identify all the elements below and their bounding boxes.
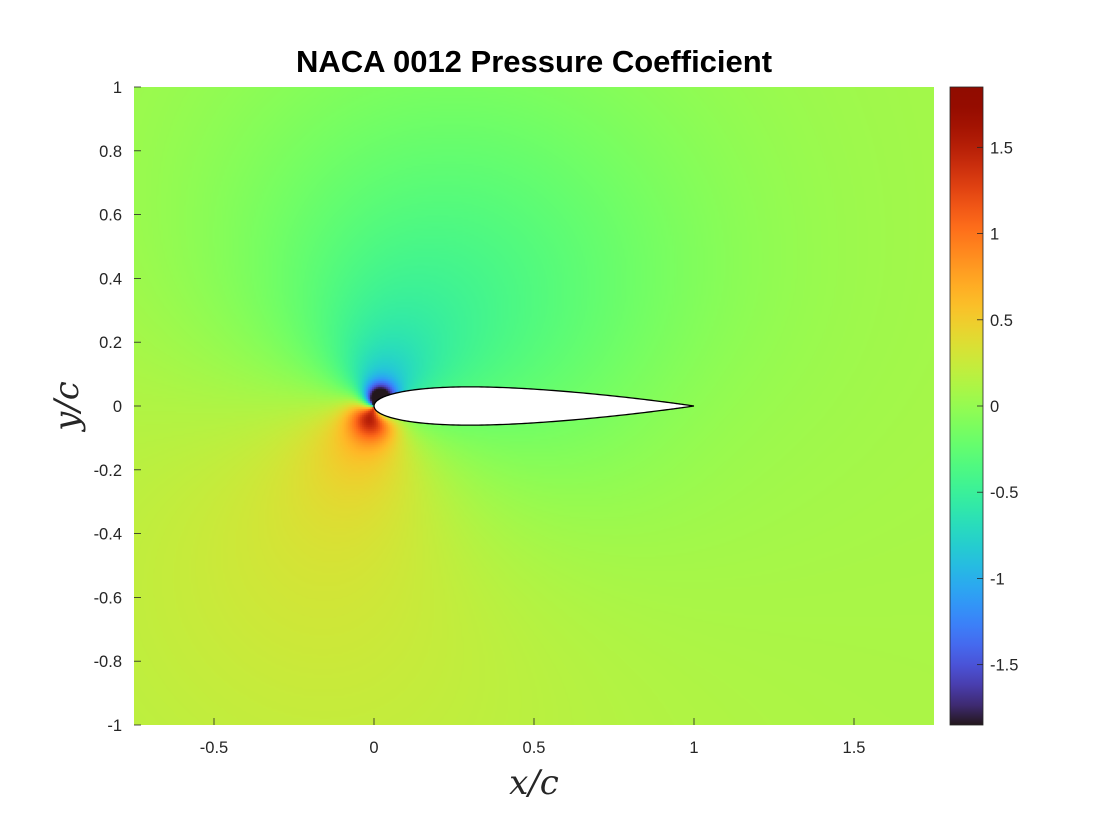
y-tick-label: -0.4 (94, 526, 122, 544)
y-tick-label: -0.2 (94, 462, 122, 480)
plot-area: -0.5 0 0.5 1 1.5 1 0.8 0.6 0.4 0.2 0 -0.2 -0.4 -0.6 -… (94, 79, 934, 757)
colorbar: 1.5 1 0.5 0 -0.5 -1 -1.5 (949, 86, 1018, 726)
colorbar-tick-label: -0.5 (990, 484, 1018, 502)
x-tick-label: 0 (369, 739, 378, 757)
y-tick-label: 0.6 (99, 207, 122, 225)
x-axis-ticks: -0.5 0 0.5 1 1.5 (200, 718, 866, 757)
y-tick-label: 1 (113, 79, 122, 97)
y-tick-label: 0.8 (99, 143, 122, 161)
y-tick-label: -0.8 (94, 653, 122, 671)
y-tick-label: 0.4 (99, 270, 122, 288)
x-axis-label: x/c (509, 763, 559, 803)
y-tick-label: -1 (107, 717, 122, 735)
x-tick-label: 0.5 (523, 739, 546, 757)
y-tick-label: -0.6 (94, 589, 122, 607)
colorbar-tick-label: 0 (990, 398, 999, 416)
colorbar-tick-label: 0.5 (990, 312, 1013, 330)
colorbar-tick-label: 1.5 (990, 139, 1013, 157)
colorbar-ticks: 1.5 1 0.5 0 -0.5 -1 -1.5 (977, 139, 1018, 675)
y-tick-label: 0.2 (99, 334, 122, 352)
chart-title: NACA 0012 Pressure Coefficient (296, 44, 772, 79)
y-axis-label: y/c (47, 381, 87, 433)
colorbar-tick-label: 1 (990, 226, 999, 244)
naca-0012-airfoil (373, 386, 695, 426)
x-tick-label: 1.5 (843, 739, 866, 757)
y-tick-label: 0 (113, 398, 122, 416)
colorbar-tick-label: -1 (990, 570, 1005, 588)
colorbar-tick-label: -1.5 (990, 657, 1018, 675)
x-tick-label: -0.5 (200, 739, 228, 757)
y-axis-ticks: 1 0.8 0.6 0.4 0.2 0 -0.2 -0.4 -0.6 -0.8 -1 (94, 79, 141, 735)
x-tick-label: 1 (689, 739, 698, 757)
